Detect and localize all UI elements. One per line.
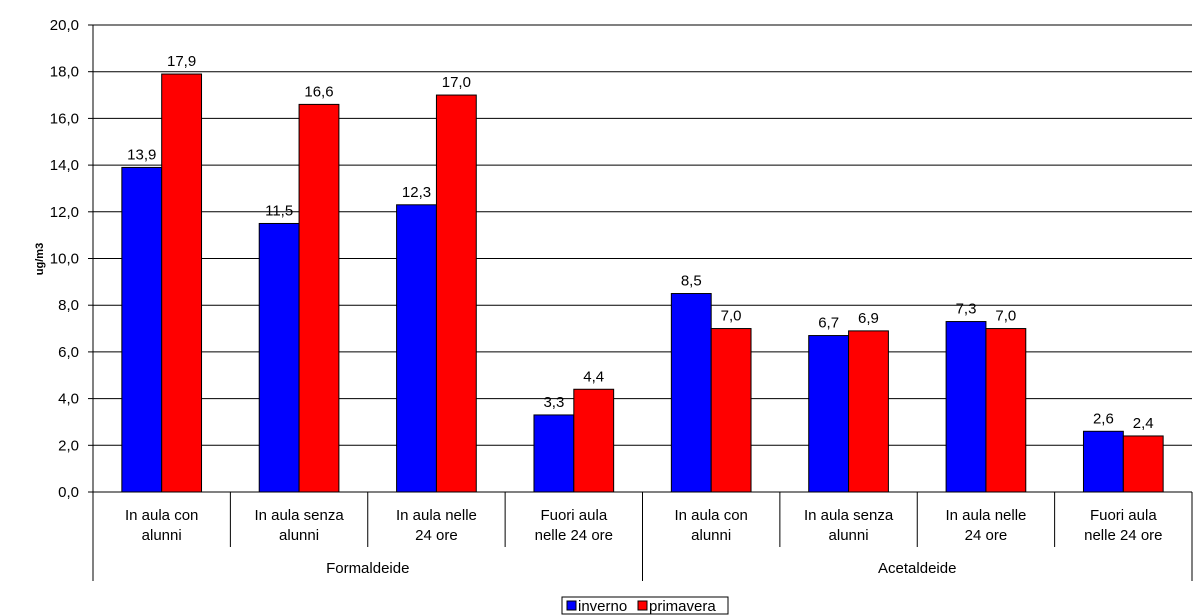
data-label-primavera: 7,0 bbox=[721, 308, 742, 325]
bar-primavera bbox=[710, 328, 752, 493]
bar-inverno bbox=[1082, 430, 1124, 493]
bar-inverno bbox=[533, 414, 575, 493]
category-label: In aula nelle bbox=[945, 507, 1026, 524]
data-label-inverno: 7,3 bbox=[956, 301, 977, 318]
bar-primavera bbox=[985, 328, 1027, 493]
data-label-inverno: 11,5 bbox=[265, 202, 293, 219]
bar-inverno bbox=[396, 204, 437, 493]
y-tick-label: 18,0 bbox=[50, 64, 79, 81]
y-tick-label: 14,0 bbox=[50, 157, 79, 174]
category-label: 24 ore bbox=[415, 527, 458, 544]
category-label: In aula con bbox=[125, 507, 198, 524]
category-label: In aula con bbox=[674, 507, 747, 524]
data-label-inverno: 2,6 bbox=[1093, 410, 1114, 427]
bars bbox=[121, 73, 1164, 493]
y-tick-label: 6,0 bbox=[58, 344, 79, 361]
category-label: Fuori aula bbox=[1090, 507, 1157, 524]
data-label-inverno: 13,9 bbox=[127, 146, 156, 163]
bar-inverno bbox=[670, 293, 712, 493]
y-tick-label: 2,0 bbox=[58, 437, 79, 454]
category-label: nelle 24 ore bbox=[535, 527, 613, 544]
bar-inverno bbox=[808, 335, 850, 493]
y-tick-label: 4,0 bbox=[58, 391, 79, 408]
y-axis-label: ug/m3 bbox=[34, 243, 46, 275]
category-label: In aula nelle bbox=[396, 507, 477, 524]
legend-label-inverno: inverno bbox=[578, 598, 627, 615]
data-label-primavera: 17,0 bbox=[442, 74, 471, 91]
data-label-inverno: 8,5 bbox=[681, 273, 702, 290]
bar-inverno bbox=[121, 166, 163, 493]
category-label: alunni bbox=[829, 527, 869, 544]
x-axis: In aula con alunni In aula senza alunni In a… bbox=[92, 491, 1193, 581]
data-labels: 13,9 17,9 11,5 16,6 12,3 17,0 3,3 4,4 8,5 7,0 6,7 6… bbox=[127, 53, 1153, 432]
bar-primavera bbox=[1122, 435, 1164, 493]
bar-inverno bbox=[258, 222, 300, 493]
y-tick-label: 10,0 bbox=[50, 251, 79, 268]
data-label-primavera: 6,9 bbox=[858, 310, 879, 327]
y-tick-label: 0,0 bbox=[58, 484, 79, 501]
data-label-inverno: 6,7 bbox=[818, 315, 839, 332]
data-label-primavera: 2,4 bbox=[1133, 415, 1154, 432]
legend-swatch-primavera bbox=[637, 600, 648, 611]
data-label-primavera: 16,6 bbox=[304, 83, 333, 100]
y-axis: 0,0 2,0 4,0 6,0 8,0 10,0 12,0 14,0 16,0 18,0 20,0 bbox=[50, 17, 94, 501]
category-label: alunni bbox=[142, 527, 182, 544]
data-label-primavera: 7,0 bbox=[995, 308, 1016, 325]
legend-label-primavera: primavera bbox=[649, 598, 716, 615]
y-tick-label: 16,0 bbox=[50, 110, 79, 127]
category-label: alunni bbox=[691, 527, 731, 544]
data-label-inverno: 12,3 bbox=[402, 184, 431, 201]
legend: inverno primavera bbox=[561, 596, 729, 615]
category-label: In aula senza bbox=[254, 507, 344, 524]
y-tick-label: 12,0 bbox=[50, 204, 79, 221]
y-tick-label: 20,0 bbox=[50, 17, 79, 34]
category-label: nelle 24 ore bbox=[1084, 527, 1162, 544]
category-label: In aula senza bbox=[804, 507, 894, 524]
category-label: alunni bbox=[279, 527, 319, 544]
bar-primavera bbox=[573, 388, 615, 493]
y-tick-label: 8,0 bbox=[58, 297, 79, 314]
data-label-inverno: 3,3 bbox=[543, 394, 564, 411]
category-label: 24 ore bbox=[965, 527, 1008, 544]
bar-primavera bbox=[435, 94, 477, 493]
legend-swatch-inverno bbox=[566, 600, 577, 611]
gridlines bbox=[93, 24, 1192, 446]
group-label: Formaldeide bbox=[326, 560, 409, 577]
category-label: Fuori aula bbox=[540, 507, 607, 524]
data-label-primavera: 4,4 bbox=[583, 368, 604, 385]
bar-primavera bbox=[161, 73, 203, 493]
bar-inverno bbox=[945, 321, 987, 493]
bar-primavera bbox=[848, 330, 889, 493]
data-label-primavera: 17,9 bbox=[167, 53, 196, 70]
bar-primavera bbox=[298, 103, 340, 493]
group-label: Acetaldeide bbox=[878, 560, 956, 577]
